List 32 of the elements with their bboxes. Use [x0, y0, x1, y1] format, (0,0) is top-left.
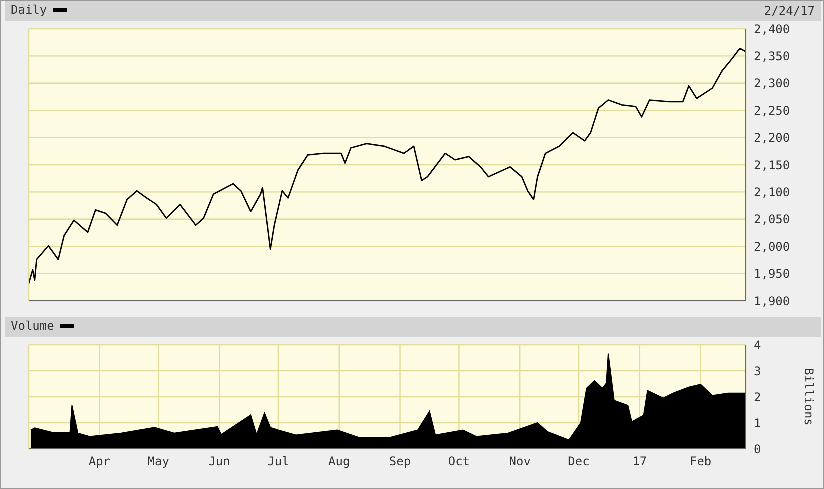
y-axis-title: Billions	[802, 368, 816, 426]
y-tick-label: 2,050	[754, 212, 790, 227]
legend-label: Daily	[11, 3, 48, 17]
x-tick-label: Aug	[328, 454, 350, 469]
x-tick-label: Oct	[448, 454, 470, 469]
text: 2/24/17	[764, 4, 815, 18]
line-series	[29, 48, 746, 284]
x-tick-label: Jun	[208, 454, 230, 469]
y-tick-label: 2,000	[754, 240, 790, 254]
y-tick-label: 2,200	[754, 131, 790, 146]
x-tick-label: May	[148, 454, 170, 469]
y-tick-label: 2,350	[754, 49, 790, 64]
y-tick-label: 4	[754, 338, 762, 352]
y-tick-label: 1,950	[754, 267, 790, 282]
y-tick-label: 1,900	[754, 294, 790, 308]
x-tick-label: 17	[632, 454, 648, 469]
y-tick-label: 1	[754, 416, 762, 430]
y-tick-label: 2,300	[754, 76, 790, 91]
x-tick-label: Feb	[690, 454, 712, 469]
legend-label: Volume	[11, 319, 54, 333]
x-tick-label: Apr	[88, 454, 111, 469]
x-tick-label: Nov	[509, 454, 531, 469]
y-tick-label: 2,150	[754, 158, 790, 172]
y-tick-label: 0	[754, 442, 762, 456]
x-tick-label: Jul	[268, 454, 290, 469]
y-tick-label: 2	[754, 390, 762, 404]
x-tick-label: Dec	[568, 454, 590, 469]
x-tick-label: Sep	[389, 454, 412, 469]
y-tick-label: 2,100	[754, 185, 790, 200]
y-tick-label: 2,400	[754, 22, 790, 36]
y-tick-label: 2,250	[754, 104, 790, 118]
y-tick-label: 3	[754, 364, 762, 378]
